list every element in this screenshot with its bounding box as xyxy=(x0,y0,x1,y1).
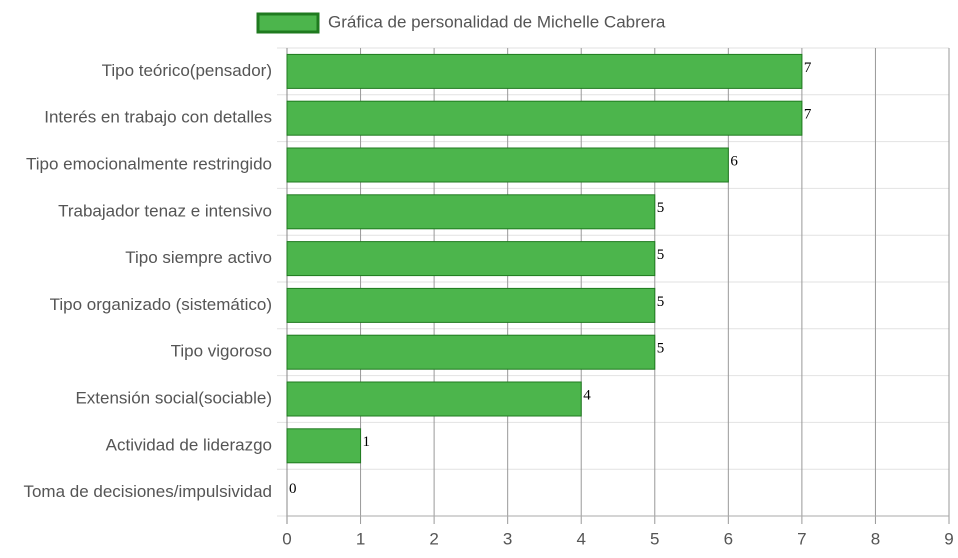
x-tick-label: 5 xyxy=(650,529,659,548)
bar xyxy=(286,241,656,277)
value-label: 5 xyxy=(657,247,665,263)
bar xyxy=(286,334,656,370)
x-tick-label: 8 xyxy=(871,529,880,548)
bar xyxy=(286,53,803,89)
y-tick-label: Toma de decisiones/impulsividad xyxy=(23,482,272,501)
bar xyxy=(286,381,582,417)
value-label: 7 xyxy=(804,107,812,123)
x-tick-label: 2 xyxy=(429,529,438,548)
x-tick-label: 3 xyxy=(503,529,512,548)
value-label: 5 xyxy=(657,341,665,357)
bar xyxy=(286,100,803,136)
y-tick-label: Tipo organizado (sistemático) xyxy=(50,295,272,314)
x-tick-label: 0 xyxy=(282,529,291,548)
y-tick-label: Extensión social(sociable) xyxy=(75,388,272,407)
y-tick-label: Trabajador tenaz e intensivo xyxy=(58,201,272,220)
x-tick-label: 4 xyxy=(576,529,585,548)
x-tick-label: 6 xyxy=(724,529,733,548)
value-label: 5 xyxy=(657,294,665,310)
x-tick-label: 1 xyxy=(356,529,365,548)
value-label: 5 xyxy=(657,200,665,216)
value-label: 6 xyxy=(730,153,738,169)
bar xyxy=(286,287,656,323)
bar xyxy=(286,428,362,464)
x-tick-label: 7 xyxy=(797,529,806,548)
legend-swatch xyxy=(256,12,320,34)
value-label: 0 xyxy=(289,481,297,497)
y-tick-label: Tipo siempre activo xyxy=(125,248,272,267)
y-tick-label: Interés en trabajo con detalles xyxy=(44,108,272,127)
x-tick-label: 9 xyxy=(944,529,953,548)
bar xyxy=(286,194,656,230)
y-tick-label: Tipo teórico(pensador) xyxy=(102,61,272,80)
bar xyxy=(286,147,729,183)
value-label: 1 xyxy=(363,434,371,450)
y-tick-label: Tipo emocionalmente restringido xyxy=(26,154,272,173)
value-label: 4 xyxy=(583,387,591,403)
legend-label: Gráfica de personalidad de Michelle Cabr… xyxy=(328,12,666,31)
y-tick-label: Tipo vigoroso xyxy=(171,342,272,361)
y-tick-label: Actividad de liderazgo xyxy=(106,435,272,454)
value-label: 7 xyxy=(804,60,812,76)
